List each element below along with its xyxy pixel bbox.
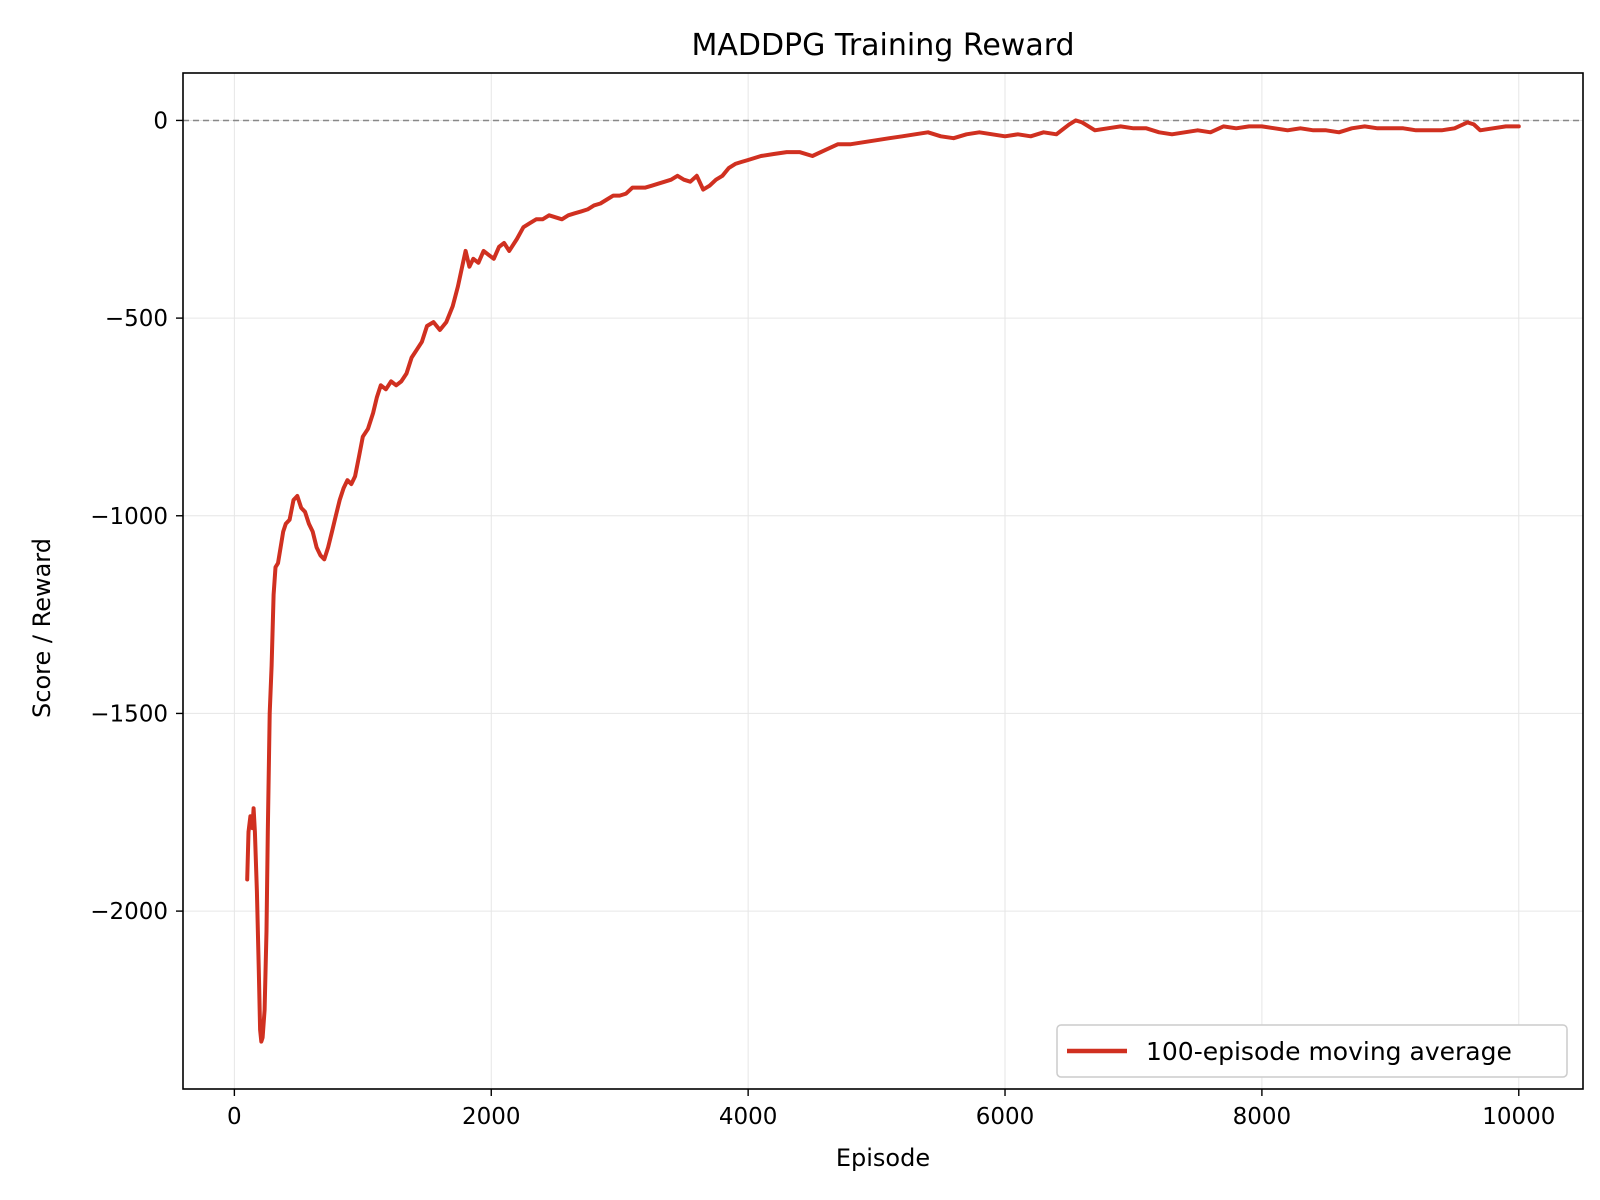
y-tick-label: 0 xyxy=(153,108,168,134)
y-tick-label: −2000 xyxy=(90,899,168,925)
legend-label: 100-episode moving average xyxy=(1146,1037,1512,1066)
chart-title: MADDPG Training Reward xyxy=(691,28,1074,63)
moving-average-line xyxy=(245,118,1521,1044)
plot-frame xyxy=(182,72,1584,1090)
x-axis-ticks: 0 2000 4000 6000 8000 10000 xyxy=(227,1089,1555,1130)
legend: 100-episode moving average xyxy=(1056,1024,1568,1078)
x-tick-label: 4000 xyxy=(719,1104,778,1130)
x-tick-label: 6000 xyxy=(976,1104,1035,1130)
series-layer xyxy=(245,118,1521,1044)
x-tick-label: 2000 xyxy=(462,1104,521,1130)
legend-box xyxy=(1056,1024,1568,1078)
x-tick-label: 0 xyxy=(227,1104,242,1130)
y-tick-label: −500 xyxy=(105,306,168,332)
x-tick-label: 8000 xyxy=(1233,1104,1292,1130)
y-axis-label: Score / Reward xyxy=(28,538,56,718)
x-axis-label: Episode xyxy=(836,1144,930,1172)
x-tick-label: 10000 xyxy=(1482,1104,1555,1130)
y-axis-ticks: 0 −500 −1000 −1500 −2000 xyxy=(90,108,183,925)
y-tick-label: −1000 xyxy=(90,504,168,530)
y-tick-label: −1500 xyxy=(90,701,168,727)
